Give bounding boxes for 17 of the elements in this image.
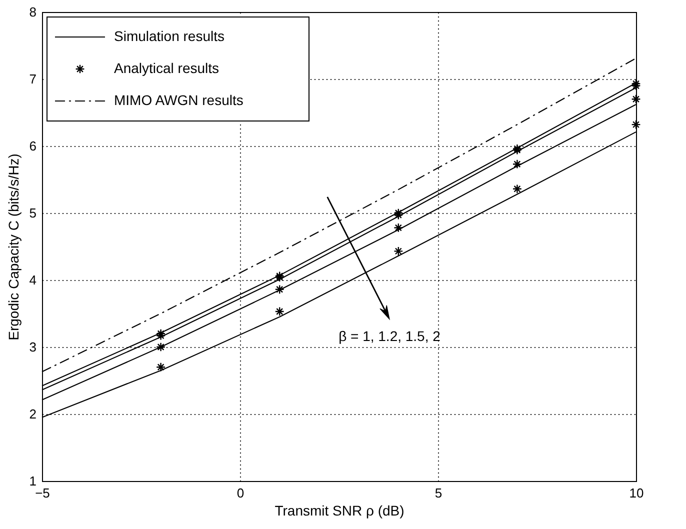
y-tick-label: 7 <box>29 72 36 86</box>
legend-label: MIMO AWGN results <box>114 92 244 108</box>
y-tick-label: 8 <box>29 4 36 20</box>
x-tick-label: 10 <box>629 486 644 500</box>
y-tick-label: 6 <box>29 138 36 154</box>
legend-label: Simulation results <box>114 28 224 44</box>
x-tick-label: 5 <box>434 486 442 500</box>
y-tick-label: 2 <box>29 406 36 422</box>
x-axis-title: Transmit SNR ρ (dB) <box>274 502 404 518</box>
y-tick-label: 1 <box>29 474 36 488</box>
y-tick-label: 4 <box>29 272 36 288</box>
x-tick-label: −5 <box>35 486 50 500</box>
legend-label: Analytical results <box>114 60 220 76</box>
x-tick-label: 0 <box>236 486 244 500</box>
y-tick-label: 5 <box>29 206 36 220</box>
y-tick-label: 3 <box>29 340 36 354</box>
y-axis-title: Ergodic Capacity C (bits/s/Hz) <box>5 154 22 340</box>
